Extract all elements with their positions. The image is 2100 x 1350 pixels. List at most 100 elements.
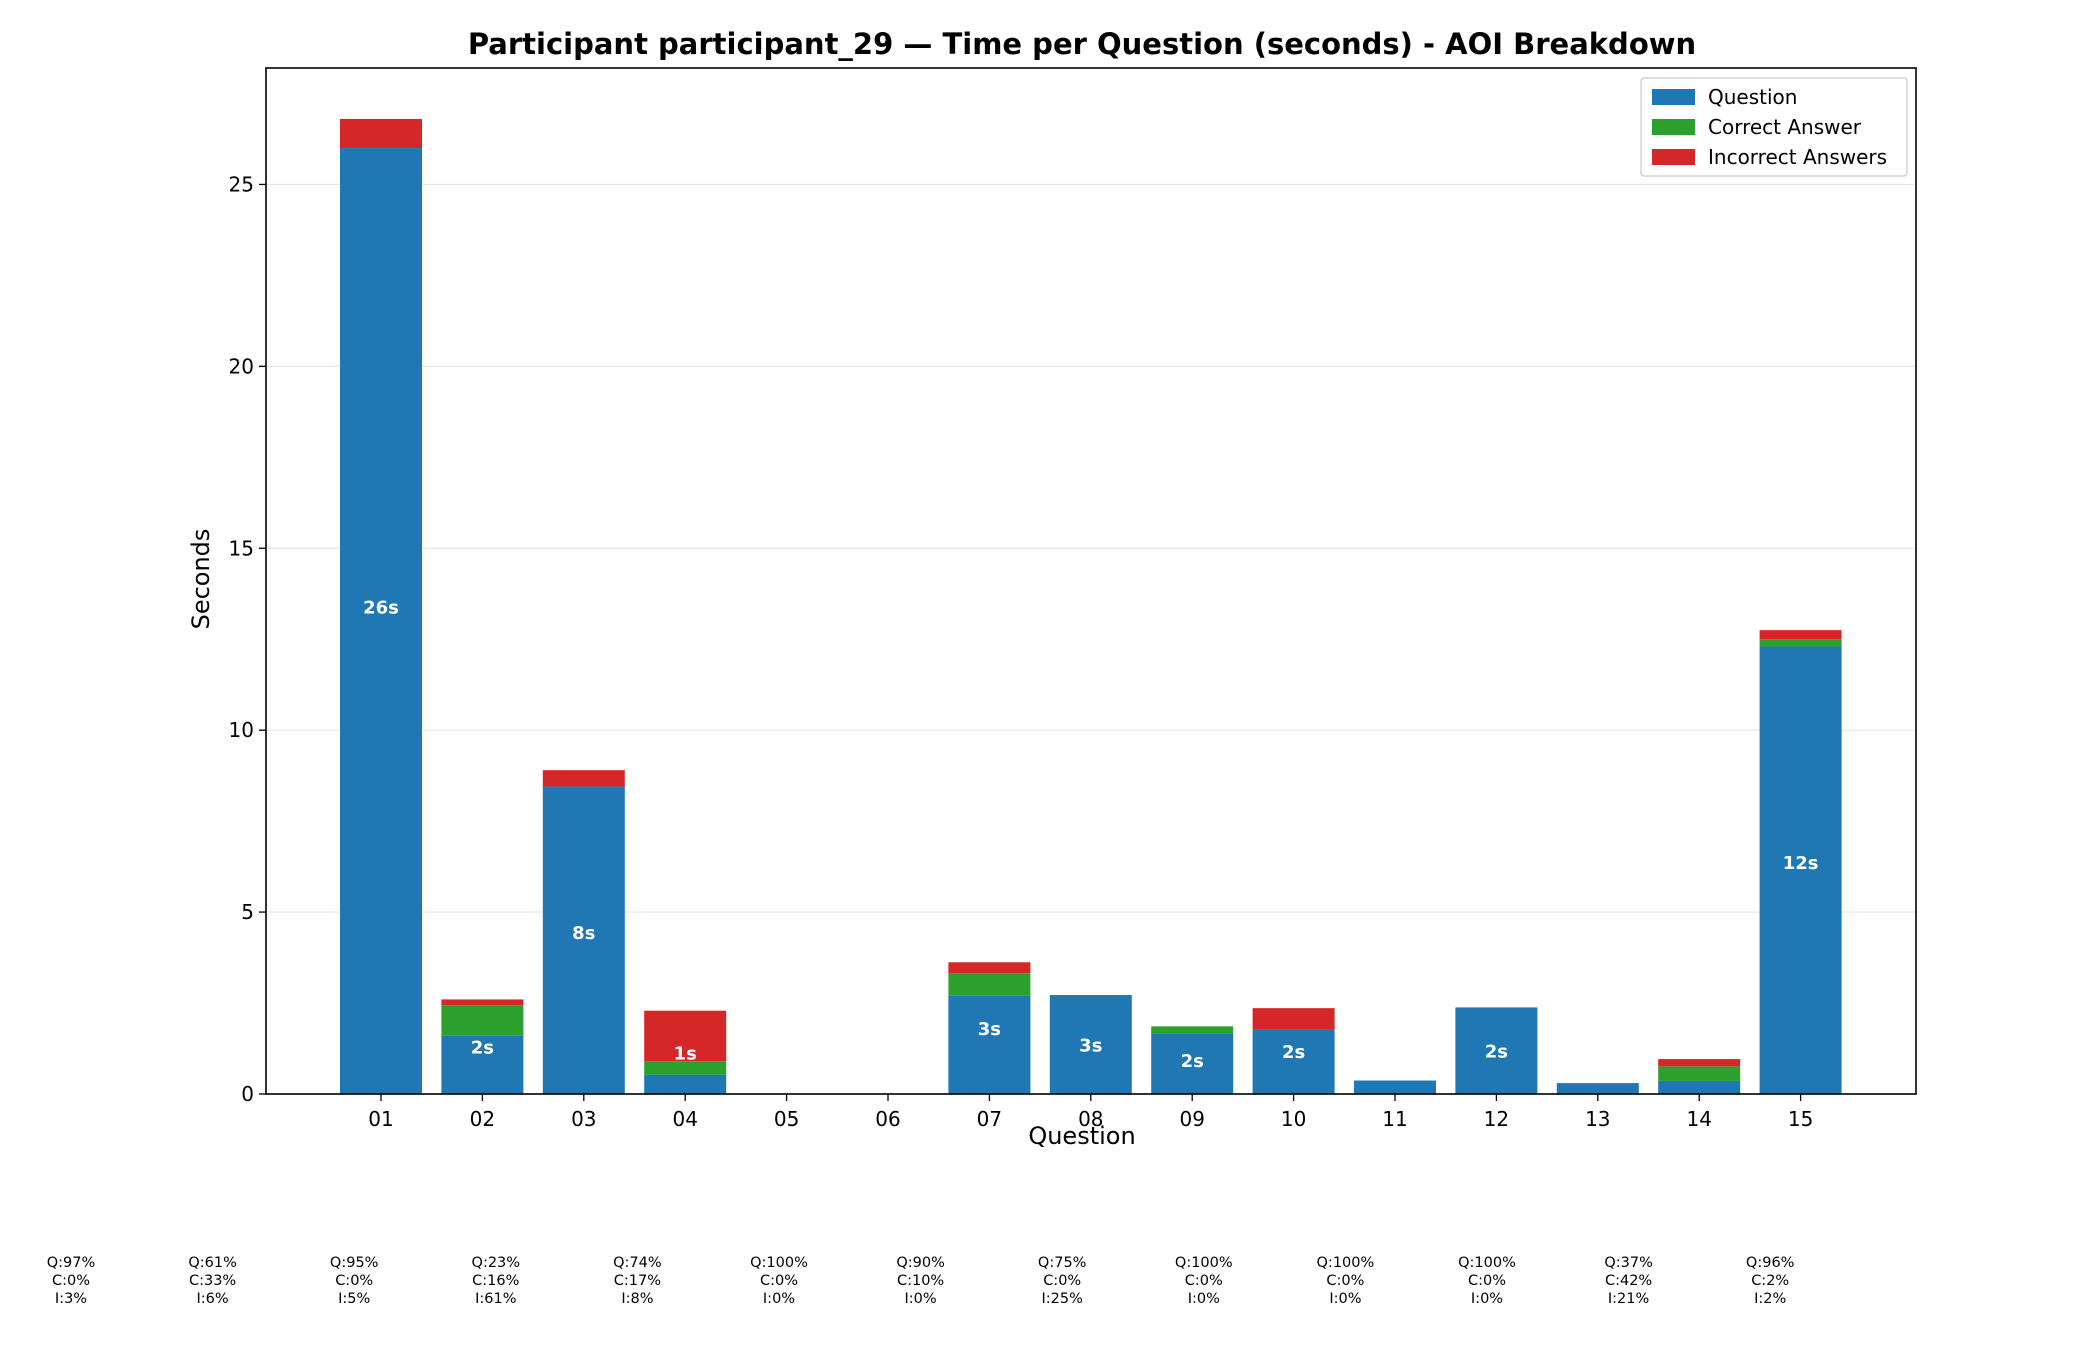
legend-entry: Incorrect Answers [1708, 145, 1887, 169]
percent-annotation: Q:37% C:42% I:21% [1604, 1255, 1653, 1307]
bar-segment [1455, 1007, 1538, 1094]
bar-value-label: 2s [471, 1038, 494, 1059]
percent-line: Q:97% [47, 1255, 96, 1271]
x-tick-label: 11 [1382, 1107, 1407, 1131]
chart-title: Participant participant_29 — Time per Qu… [468, 27, 1696, 61]
y-tick-label: 20 [229, 354, 254, 378]
y-tick-label: 15 [229, 536, 254, 560]
bar-segment [542, 770, 625, 787]
bar-segment [644, 1010, 727, 1062]
percent-line: I:0% [1329, 1291, 1361, 1307]
percent-line: Q:90% [896, 1255, 945, 1271]
bar-value-label: 1s [674, 1043, 697, 1064]
x-tick-label: 12 [1484, 1107, 1509, 1131]
percent-line: C:10% [897, 1273, 944, 1289]
bar-segment [542, 786, 625, 1094]
x-tick-label: 05 [774, 1107, 799, 1131]
percent-annotation: Q:75% C:0% I:25% [1038, 1255, 1087, 1307]
bar-segment [441, 1035, 524, 1094]
legend-entry: Question [1708, 85, 1797, 109]
percent-line: Q:100% [1175, 1255, 1233, 1271]
percent-line: I:8% [621, 1291, 653, 1307]
percent-annotation: Q:61% C:33% I:6% [188, 1255, 237, 1307]
y-tick-label: 25 [229, 172, 254, 196]
x-tick-label: 14 [1686, 1107, 1711, 1131]
percent-annotation: Q:97% C:0% I:3% [47, 1255, 96, 1307]
bar-segment [1759, 646, 1842, 1094]
x-tick-label: 07 [977, 1107, 1002, 1131]
x-tick-label: 08 [1078, 1107, 1103, 1131]
bar-segment [644, 1061, 727, 1075]
x-tick-label: 02 [470, 1107, 495, 1131]
x-axis-label: Question [1028, 1122, 1135, 1150]
bar-segment [441, 999, 524, 1006]
bar-segment [1556, 1083, 1639, 1094]
percent-line: Q:95% [330, 1255, 379, 1271]
bar-segment [340, 118, 422, 149]
x-tick-label: 13 [1585, 1107, 1610, 1131]
x-tick-label: 09 [1179, 1107, 1204, 1131]
bar-segment [948, 973, 1031, 996]
percent-line: C:16% [472, 1273, 519, 1289]
bar-segment [1658, 1059, 1741, 1067]
bar-segment [1658, 1066, 1741, 1081]
bar-segment [1658, 1080, 1741, 1094]
bar-segment [1252, 1008, 1335, 1030]
bar-segment [340, 148, 422, 1095]
percent-annotation: Q:100% C:0% I:0% [750, 1255, 808, 1307]
percent-line: C:0% [1326, 1273, 1364, 1289]
bar-segment [1151, 1033, 1234, 1094]
percent-line: Q:74% [613, 1255, 662, 1271]
bar-segment [441, 1005, 524, 1036]
bar-segment [1049, 995, 1132, 1094]
percent-line: C:2% [1751, 1273, 1789, 1289]
bar-value-label: 2s [1282, 1042, 1305, 1063]
percent-line: I:3% [55, 1291, 87, 1307]
legend-box [1640, 77, 1908, 177]
bar-value-label: 2s [1485, 1042, 1508, 1063]
legend-swatch [1652, 149, 1695, 165]
percent-line: I:6% [197, 1291, 229, 1307]
bar-value-label: 3s [978, 1019, 1001, 1040]
percent-annotation: Q:100% C:0% I:0% [1458, 1255, 1516, 1307]
legend-entry: Correct Answer [1708, 115, 1862, 139]
percent-line: I:0% [1471, 1291, 1503, 1307]
x-tick-label: 01 [368, 1107, 393, 1131]
x-tick-label: 04 [672, 1107, 697, 1131]
percent-annotation: Q:90% C:10% I:0% [896, 1255, 945, 1307]
percent-annotation: Q:95% C:0% I:5% [330, 1255, 379, 1307]
legend-swatch [1652, 89, 1695, 105]
percent-line: I:21% [1608, 1291, 1649, 1307]
y-tick-label: 10 [229, 718, 254, 742]
bar-segment [1759, 639, 1842, 647]
percent-line: I:2% [1754, 1291, 1786, 1307]
percent-line: Q:23% [472, 1255, 521, 1271]
y-tick-label: 0 [241, 1082, 254, 1106]
percent-line: I:5% [338, 1291, 370, 1307]
bar-value-label: 8s [572, 923, 595, 944]
percent-line: I:25% [1042, 1291, 1083, 1307]
percent-line: C:0% [1043, 1273, 1081, 1289]
percent-annotation: Q:96% C:2% I:2% [1746, 1255, 1795, 1307]
percent-line: C:0% [1468, 1273, 1506, 1289]
y-axis-label: Seconds [187, 529, 215, 630]
bar-value-label: 3s [1079, 1036, 1102, 1057]
legend: Question Correct Answer Incorrect Answers [1640, 77, 1908, 177]
percent-line: C:17% [614, 1273, 661, 1289]
percent-line: Q:61% [188, 1255, 237, 1271]
percent-line: I:0% [905, 1291, 937, 1307]
percent-line: I:61% [475, 1291, 516, 1307]
bar-segment [644, 1074, 727, 1094]
y-tick-label: 5 [241, 900, 254, 924]
bar-value-label: 2s [1181, 1051, 1204, 1072]
percent-annotation: Q:100% C:0% I:0% [1175, 1255, 1233, 1307]
bar-segment [1759, 630, 1842, 640]
bar-value-label: 12s [1783, 853, 1819, 874]
percent-line: C:0% [1185, 1273, 1223, 1289]
percent-annotations: Q:97% C:0% I:3% Q:61% C:33% I:6% Q:95% C:0% I:5%… [47, 1255, 1795, 1307]
bar-segment [948, 995, 1031, 1094]
bar-segment [1252, 1029, 1335, 1094]
percent-line: C:0% [760, 1273, 798, 1289]
